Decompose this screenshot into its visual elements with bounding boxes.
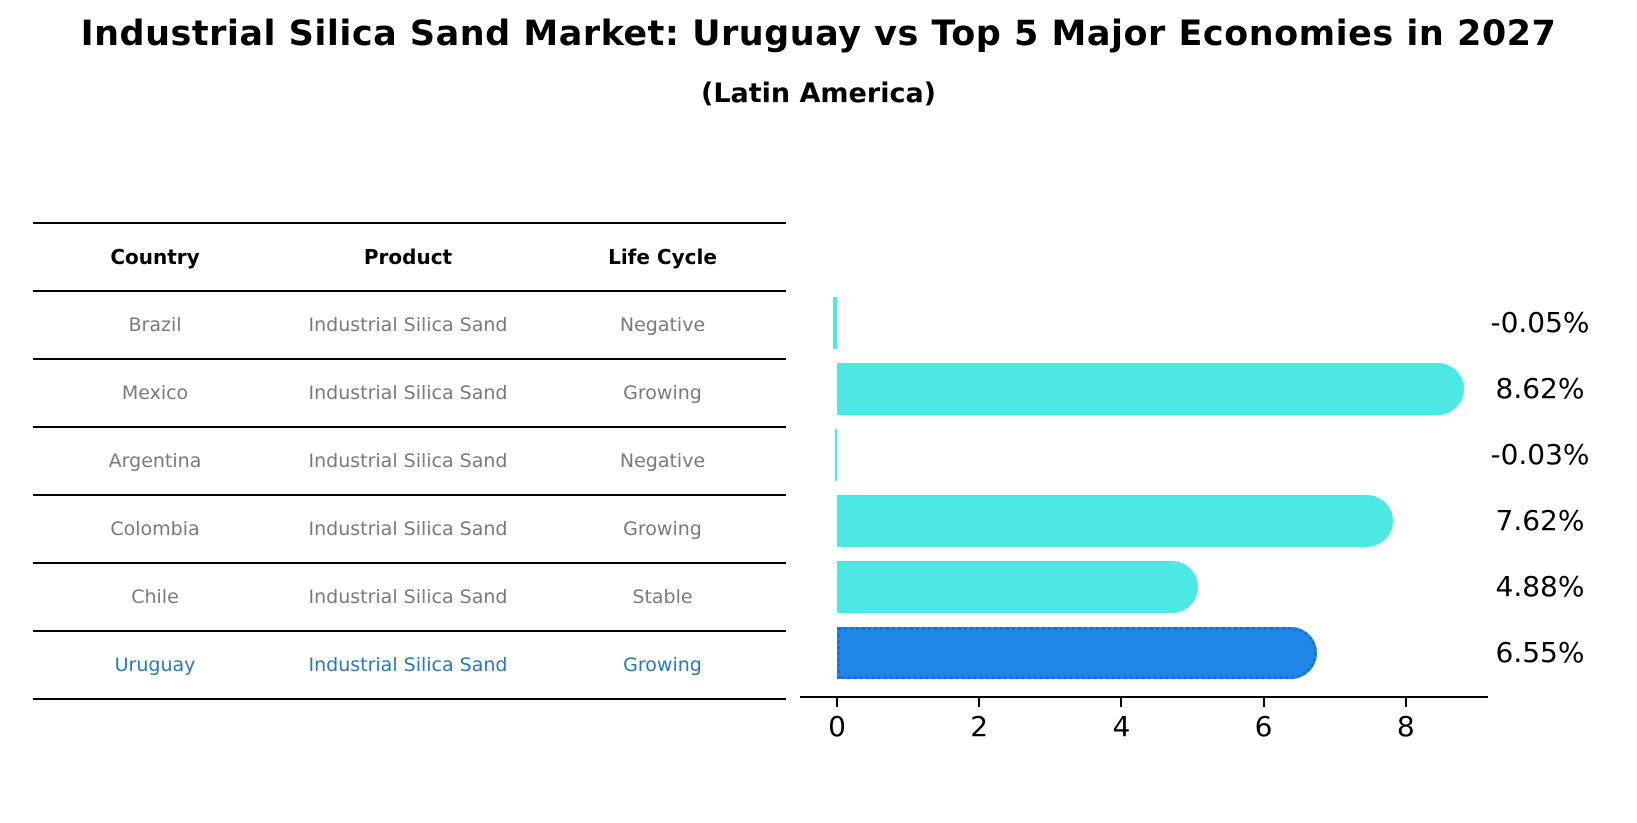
cell-country: Argentina — [108, 450, 202, 472]
x-tick-6 — [1262, 696, 1265, 707]
bar-brazil — [833, 297, 837, 349]
table-row-colombia: Colombia Industrial Silica Sand Growing — [33, 496, 786, 564]
cell-product: Industrial Silica Sand — [308, 518, 508, 540]
bar-uruguay — [837, 626, 1317, 679]
bar-chart: 0 2 4 6 8 — [800, 280, 1490, 743]
column-header-lifecycle: Life Cycle — [608, 245, 717, 269]
x-tick-8 — [1404, 696, 1407, 707]
cell-product: Industrial Silica Sand — [308, 450, 508, 472]
table-header-row: Country Product Life Cycle — [33, 224, 786, 292]
chart-subtitle: (Latin America) — [700, 78, 937, 109]
value-label-uruguay: 6.55% — [1495, 635, 1585, 669]
table-row-brazil: Brazil Industrial Silica Sand Negative — [33, 292, 786, 360]
x-tick-label-4: 4 — [1112, 710, 1131, 743]
cell-product: Industrial Silica Sand — [308, 314, 508, 336]
cell-country: Mexico — [121, 382, 189, 404]
cell-country: Chile — [131, 586, 179, 608]
column-header-country: Country — [110, 245, 200, 269]
value-label-brazil: -0.05% — [1490, 306, 1590, 339]
cell-country: Uruguay — [114, 654, 196, 676]
value-label-mexico: 8.62% — [1495, 371, 1585, 405]
table-row-mexico: Mexico Industrial Silica Sand Growing — [33, 360, 786, 428]
value-label-argentina: -0.03% — [1490, 437, 1590, 471]
column-header-product: Product — [363, 245, 453, 269]
cell-product: Industrial Silica Sand — [308, 382, 508, 404]
cell-life-cycle: Negative — [619, 450, 706, 472]
x-tick-label-6: 6 — [1254, 710, 1273, 743]
cell-life-cycle: Growing — [623, 518, 702, 540]
cell-life-cycle: Stable — [632, 586, 693, 608]
chart-title: Industrial Silica Sand Market: Uruguay v… — [80, 14, 1557, 54]
cell-country: Colombia — [110, 518, 200, 540]
x-tick-label-0: 0 — [828, 710, 846, 743]
country-table: Country Product Life Cycle Brazil Indust… — [33, 222, 786, 700]
cell-life-cycle: Negative — [619, 314, 706, 336]
bar-mexico — [837, 362, 1464, 415]
x-tick-4 — [1120, 696, 1123, 707]
bar-colombia — [837, 494, 1393, 547]
x-tick-0 — [836, 696, 838, 707]
cell-life-cycle: Growing — [623, 654, 702, 676]
table-row-chile: Chile Industrial Silica Sand Stable — [33, 564, 786, 632]
x-axis-line — [800, 696, 1488, 698]
cell-life-cycle: Growing — [623, 382, 702, 404]
bar-chile — [837, 560, 1198, 613]
cell-product: Industrial Silica Sand — [308, 654, 508, 676]
cell-country: Brazil — [128, 314, 182, 336]
bar-argentina — [834, 428, 837, 481]
cell-product: Industrial Silica Sand — [308, 586, 508, 608]
x-tick-2 — [978, 696, 981, 707]
x-tick-label-8: 8 — [1396, 710, 1415, 743]
table-row-uruguay: Uruguay Industrial Silica Sand Growing — [33, 632, 786, 700]
x-tick-label-2: 2 — [970, 710, 989, 743]
value-label-chile: 4.88% — [1495, 569, 1585, 603]
table-row-argentina: Argentina Industrial Silica Sand Negativ… — [33, 428, 786, 496]
value-label-colombia: 7.62% — [1495, 503, 1585, 537]
